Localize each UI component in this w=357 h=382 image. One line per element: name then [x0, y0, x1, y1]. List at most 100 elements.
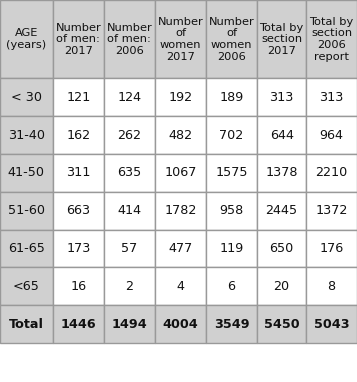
Text: 262: 262: [117, 128, 141, 142]
Text: < 30: < 30: [11, 91, 42, 104]
Text: 635: 635: [117, 166, 141, 180]
Text: Total by
section
2017: Total by section 2017: [260, 23, 304, 56]
Bar: [104, 192, 155, 230]
Bar: [155, 305, 206, 343]
Bar: [306, 267, 357, 305]
Text: 650: 650: [270, 242, 294, 255]
Bar: [53, 154, 104, 192]
Bar: [155, 267, 206, 305]
Text: 482: 482: [169, 128, 192, 142]
Text: Total: Total: [9, 317, 44, 331]
Text: 663: 663: [66, 204, 90, 217]
Text: 2445: 2445: [266, 204, 298, 217]
Bar: [155, 192, 206, 230]
Bar: [206, 0, 257, 78]
Bar: [53, 305, 104, 343]
Text: 41-50: 41-50: [8, 166, 45, 180]
Text: 5043: 5043: [314, 317, 350, 331]
Text: Number
of men:
2006: Number of men: 2006: [106, 23, 152, 56]
Text: Total by
section
2006
report: Total by section 2006 report: [310, 17, 354, 62]
Text: 61-65: 61-65: [8, 242, 45, 255]
Bar: [0, 267, 53, 305]
Text: 2: 2: [125, 280, 134, 293]
Bar: [257, 116, 306, 154]
Bar: [0, 0, 53, 78]
Text: 16: 16: [70, 280, 86, 293]
Text: AGE
(years): AGE (years): [6, 28, 46, 50]
Text: 8: 8: [328, 280, 336, 293]
Bar: [0, 116, 53, 154]
Text: Number
of
women
2017: Number of women 2017: [157, 17, 203, 62]
Bar: [53, 192, 104, 230]
Bar: [104, 230, 155, 267]
Bar: [0, 230, 53, 267]
Text: 121: 121: [66, 91, 90, 104]
Bar: [257, 154, 306, 192]
Bar: [206, 230, 257, 267]
Text: 1372: 1372: [316, 204, 348, 217]
Text: 958: 958: [220, 204, 243, 217]
Bar: [104, 154, 155, 192]
Bar: [206, 154, 257, 192]
Bar: [0, 192, 53, 230]
Bar: [257, 267, 306, 305]
Bar: [306, 305, 357, 343]
Text: 313: 313: [320, 91, 344, 104]
Text: 1575: 1575: [215, 166, 248, 180]
Bar: [306, 116, 357, 154]
Bar: [257, 305, 306, 343]
Bar: [206, 192, 257, 230]
Bar: [306, 192, 357, 230]
Text: 1494: 1494: [111, 317, 147, 331]
Bar: [155, 116, 206, 154]
Bar: [53, 78, 104, 116]
Text: 1782: 1782: [164, 204, 197, 217]
Text: 173: 173: [66, 242, 91, 255]
Text: 1446: 1446: [61, 317, 96, 331]
Text: 119: 119: [220, 242, 243, 255]
Text: 192: 192: [169, 91, 192, 104]
Bar: [306, 78, 357, 116]
Text: 477: 477: [169, 242, 192, 255]
Bar: [53, 116, 104, 154]
Text: 702: 702: [220, 128, 243, 142]
Text: 644: 644: [270, 128, 294, 142]
Bar: [104, 78, 155, 116]
Text: 162: 162: [66, 128, 90, 142]
Bar: [206, 116, 257, 154]
Text: 4: 4: [176, 280, 185, 293]
Text: 313: 313: [270, 91, 294, 104]
Text: 176: 176: [320, 242, 344, 255]
Bar: [104, 0, 155, 78]
Bar: [104, 116, 155, 154]
Bar: [53, 230, 104, 267]
Bar: [257, 78, 306, 116]
Bar: [53, 0, 104, 78]
Bar: [306, 154, 357, 192]
Text: 964: 964: [320, 128, 344, 142]
Bar: [155, 78, 206, 116]
Text: 20: 20: [273, 280, 290, 293]
Text: 124: 124: [117, 91, 141, 104]
Bar: [257, 0, 306, 78]
Text: 414: 414: [117, 204, 141, 217]
Text: 3549: 3549: [214, 317, 249, 331]
Text: 2210: 2210: [316, 166, 348, 180]
Bar: [206, 267, 257, 305]
Bar: [306, 0, 357, 78]
Bar: [155, 230, 206, 267]
Text: 189: 189: [220, 91, 243, 104]
Bar: [155, 154, 206, 192]
Bar: [0, 305, 53, 343]
Text: 6: 6: [227, 280, 236, 293]
Text: Number
of men:
2017: Number of men: 2017: [55, 23, 101, 56]
Bar: [0, 154, 53, 192]
Text: 1378: 1378: [265, 166, 298, 180]
Bar: [104, 305, 155, 343]
Text: 1067: 1067: [164, 166, 197, 180]
Bar: [53, 267, 104, 305]
Bar: [257, 192, 306, 230]
Bar: [155, 0, 206, 78]
Text: 57: 57: [121, 242, 137, 255]
Text: 4004: 4004: [162, 317, 198, 331]
